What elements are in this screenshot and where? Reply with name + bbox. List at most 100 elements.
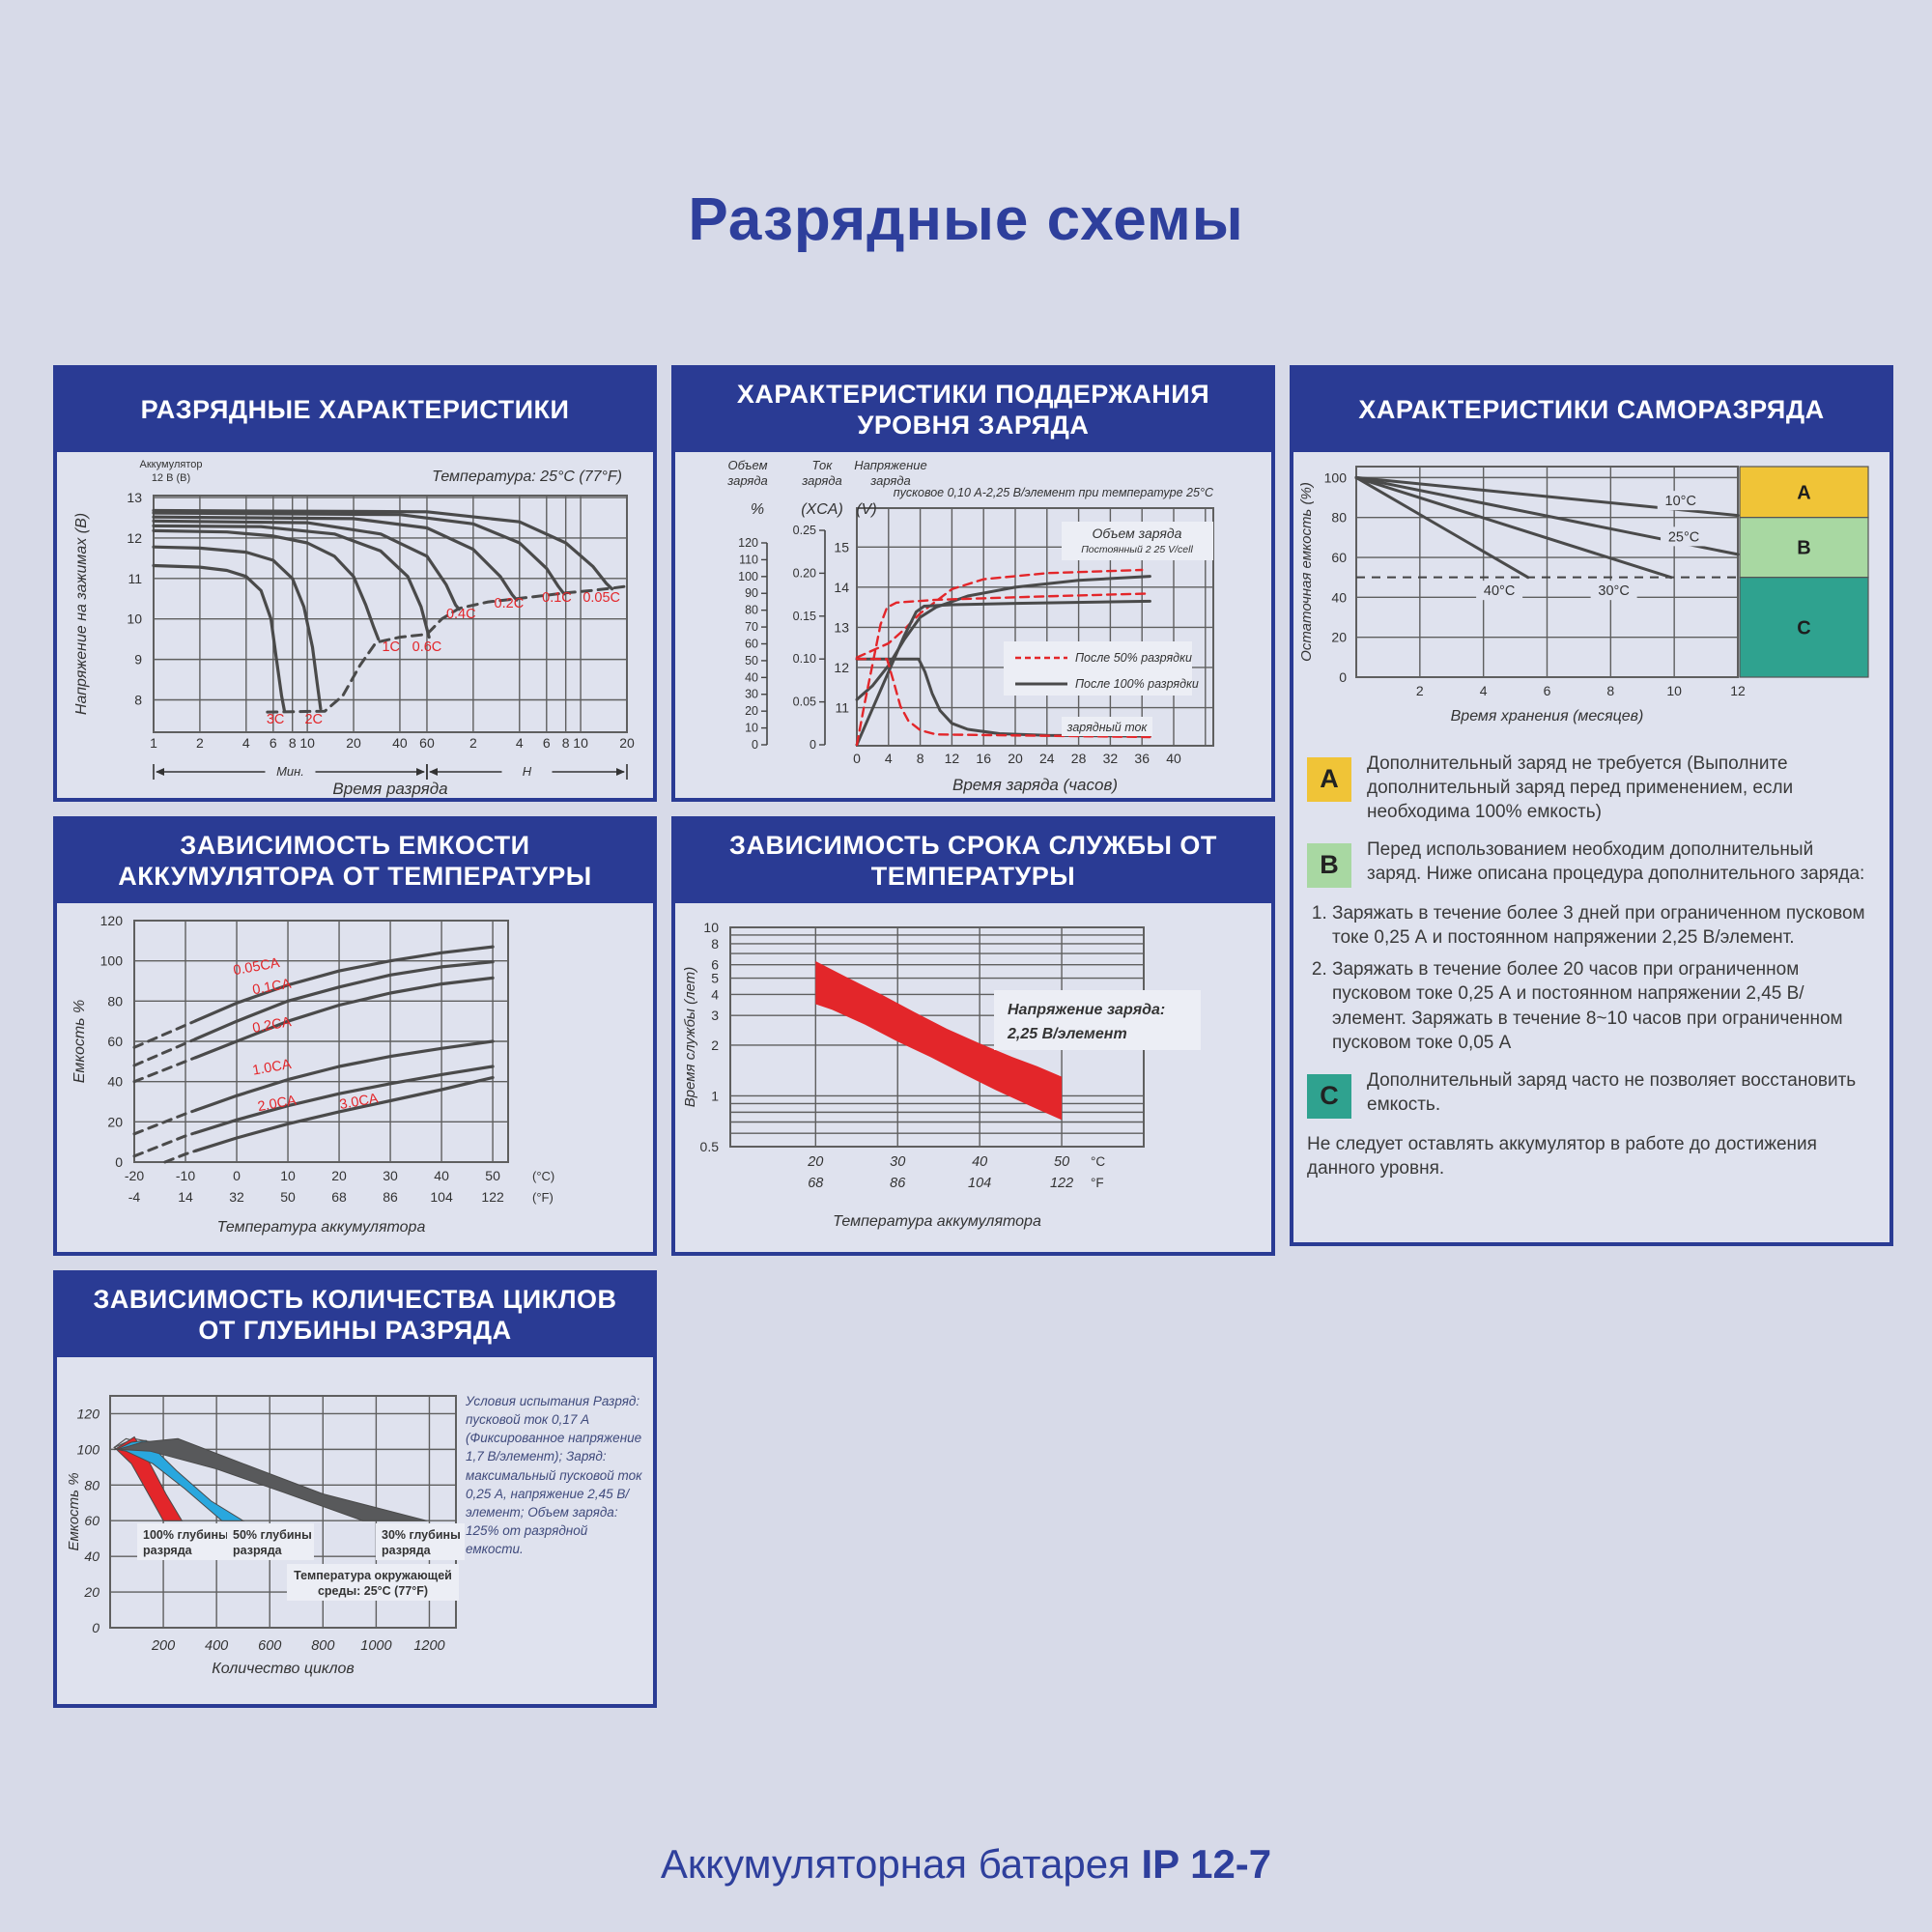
svg-text:10°C: 10°C [1665,494,1696,509]
panel-cycles-dod: ЗАВИСИМОСТЬ КОЛИЧЕСТВА ЦИКЛОВ ОТ ГЛУБИНЫ… [53,1270,657,1708]
svg-text:60: 60 [107,1034,123,1049]
svg-text:0.2CA: 0.2CA [251,1014,293,1037]
svg-text:2.0CA: 2.0CA [257,1093,298,1115]
zone-c-swatch: C [1307,1073,1351,1119]
svg-text:20: 20 [807,1154,823,1170]
footer-model: IP 12-7 [1141,1841,1272,1887]
svg-text:Температура аккумулятора: Температура аккумулятора [217,1219,426,1236]
legend-item-b: B Перед использованием необходим дополни… [1307,838,1872,889]
svg-text:8: 8 [1606,683,1614,698]
svg-text:-4: -4 [128,1189,141,1205]
svg-text:4: 4 [1480,683,1488,698]
svg-text:32: 32 [1103,751,1119,766]
svg-text:86: 86 [890,1176,906,1191]
svg-text:30: 30 [745,688,758,701]
svg-text:4: 4 [711,986,719,1002]
panel-title: ЗАВИСИМОСТЬ СРОКА СЛУЖБЫ ОТ ТЕМПЕРАТУРЫ [729,831,1217,891]
svg-text:12: 12 [1730,683,1746,698]
svg-text:28: 28 [1071,751,1087,766]
svg-text:°F: °F [1091,1176,1104,1190]
svg-text:9: 9 [134,652,142,668]
svg-text:-10: -10 [176,1168,195,1183]
svg-text:10: 10 [280,1168,296,1183]
svg-text:1000: 1000 [360,1638,391,1654]
svg-text:36: 36 [1134,751,1150,766]
svg-text:8: 8 [917,751,924,766]
svg-text:Время службы (лет): Время службы (лет) [682,967,698,1108]
svg-text:13: 13 [127,490,142,505]
page-title: Разрядные схемы [688,186,1244,253]
panel-charge-retention: ХАРАКТЕРИСТИКИ ПОДДЕРЖАНИЯ УРОВНЯ ЗАРЯДА… [671,365,1275,802]
svg-text:0.15: 0.15 [793,610,816,623]
svg-text:0: 0 [233,1168,241,1183]
svg-text:0.5: 0.5 [700,1139,720,1154]
svg-text:зарядный ток: зарядный ток [1066,721,1149,734]
svg-text:16: 16 [976,751,991,766]
svg-text:12: 12 [834,660,849,675]
svg-text:Напряжение на зажимах (В): Напряжение на зажимах (В) [73,513,90,715]
svg-text:Время заряда (часов): Время заряда (часов) [952,776,1118,794]
svg-text:30: 30 [383,1168,398,1183]
panel-life-temperature: ЗАВИСИМОСТЬ СРОКА СЛУЖБЫ ОТ ТЕМПЕРАТУРЫ … [671,816,1275,1256]
svg-text:600: 600 [258,1638,281,1654]
svg-text:3C: 3C [267,712,285,727]
svg-text:104: 104 [968,1176,991,1191]
svg-text:заряда: заряда [801,473,842,488]
svg-text:После 100% разрядки: После 100% разрядки [1075,677,1199,691]
svg-text:среды: 25°C (77°F): среды: 25°C (77°F) [318,1584,428,1598]
svg-text:B: B [1797,538,1810,559]
svg-text:86: 86 [383,1189,398,1205]
svg-text:104: 104 [430,1189,453,1205]
zone-a-swatch: A [1307,757,1351,802]
svg-text:2: 2 [469,735,477,751]
svg-text:A: A [1797,482,1810,503]
svg-text:-20: -20 [125,1168,144,1183]
svg-text:0: 0 [853,751,861,766]
svg-text:40: 40 [1331,589,1347,605]
svg-text:C: C [1797,617,1810,639]
svg-text:8: 8 [289,735,297,751]
svg-text:8: 8 [134,692,142,707]
legend-item-c: C Дополнительный заряд часто не позволяе… [1307,1068,1872,1119]
svg-text:50: 50 [745,654,758,668]
svg-text:10: 10 [1666,683,1682,698]
svg-text:13: 13 [834,619,849,635]
svg-text:25°C: 25°C [1668,529,1699,545]
panel-self-discharge: ХАРАКТЕРИСТИКИ САМОРАЗРЯДА A B C 10°C 25°C 30… [1290,365,1893,1246]
svg-text:14: 14 [834,580,849,595]
svg-text:3.0CA: 3.0CA [338,1091,380,1113]
svg-text:1.0CA: 1.0CA [251,1057,293,1079]
svg-text:20: 20 [83,1584,99,1600]
svg-text:пусковое 0,10 А-2,25 В/элемент: пусковое 0,10 А-2,25 В/элемент при темпе… [894,486,1214,499]
svg-text:60: 60 [419,735,435,751]
svg-text:24: 24 [1039,751,1055,766]
svg-text:40°C: 40°C [1484,583,1515,599]
panel-title: ЗАВИСИМОСТЬ КОЛИЧЕСТВА ЦИКЛОВ ОТ ГЛУБИНЫ… [93,1285,617,1345]
zone-b-swatch: B [1307,843,1351,889]
panel-title: ХАРАКТЕРИСТИКИ ПОДДЕРЖАНИЯ УРОВНЯ ЗАРЯДА [736,380,1210,440]
svg-text:15: 15 [834,539,849,554]
svg-text:30: 30 [890,1154,905,1170]
svg-text:0.1C: 0.1C [542,590,572,606]
life-chart-area: Напряжение заряда: 2,25 В/элемент 20 68 30 86… [675,903,1271,1252]
svg-text:Емкость %: Емкость % [66,1472,82,1550]
svg-text:90: 90 [745,586,758,600]
panel-header-discharge: РАЗРЯДНЫЕ ХАРАКТЕРИСТИКИ [57,369,653,452]
svg-text:4: 4 [516,735,524,751]
panel-header-self-discharge: ХАРАКТЕРИСТИКИ САМОРАЗРЯДА [1293,369,1889,452]
cycles-chart-area: 100% глубины разряда 50% глубины разряда 30%… [57,1357,653,1704]
panel-capacity-temperature: ЗАВИСИМОСТЬ ЕМКОСТИ АККУМУЛЯТОРА ОТ ТЕМП… [53,816,657,1256]
svg-text:0.4C: 0.4C [446,607,476,622]
svg-text:12: 12 [945,751,960,766]
svg-text:Объем: Объем [727,458,767,472]
svg-text:68: 68 [331,1189,347,1205]
svg-text:Объем заряда: Объем заряда [1093,526,1182,541]
svg-text:50: 50 [280,1189,296,1205]
svg-text:разряда: разряда [143,1544,193,1557]
svg-text:0.6C: 0.6C [412,639,442,655]
svg-text:120: 120 [738,536,758,550]
svg-text:4: 4 [242,735,250,751]
svg-text:0: 0 [92,1620,99,1635]
svg-text:122: 122 [1050,1176,1073,1191]
